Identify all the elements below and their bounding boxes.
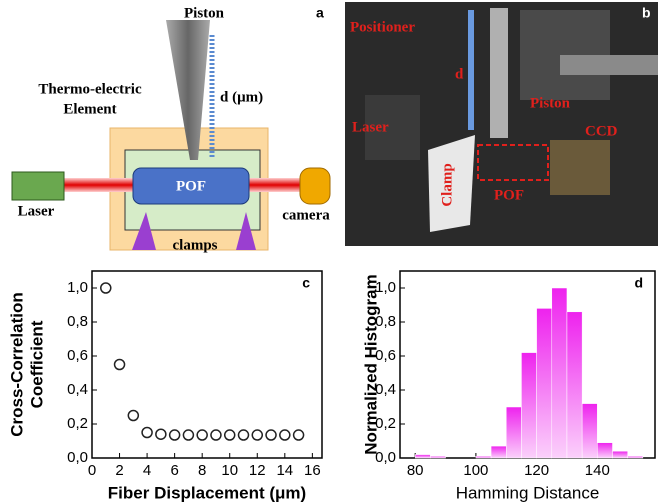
y-axis-label: Cross-Correlation xyxy=(7,292,26,437)
label: Laser xyxy=(18,203,55,219)
x-tick-label: 10 xyxy=(221,462,238,479)
label: Element xyxy=(63,101,116,117)
point xyxy=(265,429,277,441)
label: POF xyxy=(494,187,524,203)
point xyxy=(196,429,208,441)
label: Clamp xyxy=(439,163,455,206)
y-axis-label: Normalized Histogram xyxy=(361,274,380,454)
x-tick-label: 80 xyxy=(407,462,424,479)
x-tick-label: 140 xyxy=(585,462,610,479)
piston xyxy=(166,20,210,160)
y-tick-label: 0,2 xyxy=(375,415,396,432)
label: d (μm) xyxy=(220,89,263,105)
label: camera xyxy=(282,207,330,223)
bar xyxy=(521,352,537,459)
point xyxy=(113,358,126,371)
x-tick-label: 2 xyxy=(115,462,123,479)
y-tick-label: 0,8 xyxy=(375,313,396,330)
ccd-body xyxy=(550,140,610,195)
point xyxy=(292,429,305,441)
rod xyxy=(560,55,658,75)
bar xyxy=(612,450,628,459)
point xyxy=(237,429,250,441)
y-tick-label: 0,4 xyxy=(67,381,88,398)
camera-box xyxy=(299,167,331,205)
x-tick-label: 100 xyxy=(463,462,488,479)
bar xyxy=(551,287,568,459)
point xyxy=(100,282,112,294)
point xyxy=(155,428,167,440)
label: Piston xyxy=(530,95,571,111)
x-tick-label: 4 xyxy=(143,462,151,479)
y-tick-label: 0,6 xyxy=(375,347,396,364)
panel-label: c xyxy=(302,275,310,291)
photo: Positioner d Piston Laser Clamp POF CCD … xyxy=(345,2,658,246)
label: Positioner xyxy=(350,19,415,35)
bar xyxy=(430,456,446,459)
x-axis-label: Fiber Displacement (μm) xyxy=(108,483,306,502)
point xyxy=(210,429,222,441)
label: POF xyxy=(176,178,206,194)
x-tick-label: 12 xyxy=(249,462,266,479)
bar xyxy=(566,311,583,459)
point xyxy=(168,429,181,441)
x-tick-label: 8 xyxy=(198,462,206,479)
y-tick-label: 0,2 xyxy=(67,415,88,432)
diagram: Piston d (μm) Thermo-electric Element PO… xyxy=(11,5,331,253)
x-tick-label: 0 xyxy=(88,462,96,479)
point xyxy=(223,429,236,441)
y-axis-label: Coefficient xyxy=(27,320,46,408)
pof xyxy=(132,167,250,205)
point xyxy=(182,429,195,441)
x-tick-label: 6 xyxy=(170,462,178,479)
pof-box xyxy=(477,144,549,181)
point xyxy=(279,429,291,441)
clamp xyxy=(236,212,256,250)
piston-rod xyxy=(490,8,508,138)
y-tick-label: 0,8 xyxy=(67,313,88,330)
y-tick-label: 1,0 xyxy=(375,279,396,296)
y-tick-label: 0,6 xyxy=(67,347,88,364)
bar xyxy=(597,442,613,459)
x-tick-label: 120 xyxy=(524,462,549,479)
x-axis-label: Hamming Distance xyxy=(456,483,600,502)
plot-frame xyxy=(91,270,323,459)
label: Piston xyxy=(184,5,225,21)
y-tick-label: 0,0 xyxy=(375,449,396,466)
bar xyxy=(627,456,644,459)
laser-box xyxy=(11,171,65,201)
clamp-body xyxy=(428,135,475,232)
point xyxy=(251,429,264,441)
point xyxy=(141,426,153,439)
bar xyxy=(581,403,598,459)
x-tick-label: 14 xyxy=(276,462,293,479)
label: CCD xyxy=(585,123,618,139)
y-tick-label: 0,0 xyxy=(67,449,88,466)
panel-label: a xyxy=(316,5,324,21)
clamp xyxy=(132,212,156,250)
panel-label: b xyxy=(642,5,651,21)
label: d xyxy=(455,66,464,82)
bar xyxy=(475,456,492,459)
bar xyxy=(414,454,431,459)
label: Laser xyxy=(352,119,389,135)
x-tick-label: 16 xyxy=(304,462,321,479)
panel-label: d xyxy=(634,275,643,291)
bar xyxy=(490,445,507,459)
label: Thermo-electric xyxy=(38,81,142,97)
label: clamps xyxy=(173,237,218,253)
bar xyxy=(506,406,522,459)
point xyxy=(127,409,140,422)
y-tick-label: 0,4 xyxy=(375,381,396,398)
bar xyxy=(536,308,553,459)
y-tick-label: 1,0 xyxy=(67,279,88,296)
laser-mount xyxy=(365,95,420,160)
